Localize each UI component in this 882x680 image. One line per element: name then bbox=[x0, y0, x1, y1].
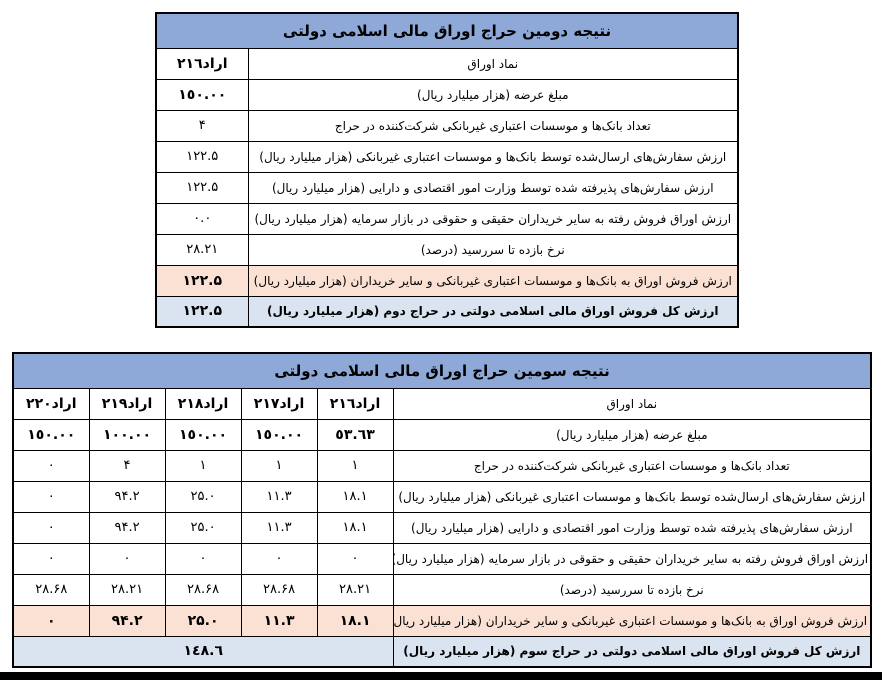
row-label: مبلغ عرضه (هزار میلیارد ریال) bbox=[392, 418, 872, 451]
row-value: ١٥٠.٠٠ bbox=[164, 418, 242, 451]
row-value: ١١.٣ bbox=[240, 604, 318, 637]
row-label: ارزش اوراق فروش رفته به سایر خریداران حق… bbox=[392, 542, 872, 575]
row-label: نماد اوراق bbox=[247, 47, 739, 80]
row-value: ۱۲۲.۵ bbox=[155, 140, 249, 173]
row-value: ۱۲۲.۵ bbox=[155, 264, 249, 297]
second-auction-title: نتیجه دومین حراج اوراق مالی اسلامی دولتی bbox=[155, 12, 739, 49]
row-value: ۲۸.۶۸ bbox=[240, 573, 318, 606]
table-row: نماد اوراق اراد٢١٦ bbox=[155, 47, 739, 80]
row-value: ١٨.١ bbox=[316, 511, 394, 544]
table-row: ارزش فروش اوراق به بانک‌ها و موسسات اعتب… bbox=[155, 264, 739, 297]
row-value: ٠ bbox=[12, 449, 90, 482]
row-value: ٢٨.٢١ bbox=[316, 573, 394, 606]
table-row: ارزش سفارش‌های پذیرفته شده توسط وزارت ام… bbox=[155, 171, 739, 204]
table-row: ارزش کل فروش اوراق مالی اسلامی دولتی در … bbox=[12, 635, 872, 668]
row-value: ۲۵.۰ bbox=[164, 511, 242, 544]
table-row: ارزش سفارش‌های ارسال‌شده توسط بانک‌ها و … bbox=[12, 480, 872, 513]
table-row: ارزش کل فروش اوراق مالی اسلامی دولتی در … bbox=[155, 295, 739, 328]
third-auction-title: نتیجه سومین حراج اوراق مالی اسلامی دولتی bbox=[12, 352, 872, 389]
row-value: ١١.٣ bbox=[240, 480, 318, 513]
table-title-row: نتیجه دومین حراج اوراق مالی اسلامی دولتی bbox=[155, 12, 739, 49]
row-value: ۴ bbox=[88, 449, 166, 482]
second-auction-table-container: نتیجه دومین حراج اوراق مالی اسلامی دولتی… bbox=[155, 12, 740, 328]
row-value: ۴ bbox=[155, 109, 249, 142]
row-value: ١٨.١ bbox=[316, 604, 394, 637]
row-value: ٠ bbox=[12, 542, 90, 575]
third-auction-table-body: نماد اوراق اراد٢١٦ اراد٢١٧ اراد٢١٨ اراد٢١٩ ار… bbox=[12, 387, 872, 668]
table-row: نرخ بازده تا سررسید (درصد) ٢٨.٢١ ۲۸.۶۸ ۲۸.۶… bbox=[12, 573, 872, 606]
row-value: ٠ bbox=[12, 480, 90, 513]
row-value: ١٨.١ bbox=[316, 480, 394, 513]
row-label: نرخ بازده تا سررسید (درصد) bbox=[392, 573, 872, 606]
row-label: مبلغ عرضه (هزار میلیارد ریال) bbox=[247, 78, 739, 111]
row-label: ارزش سفارش‌های ارسال‌شده توسط بانک‌ها و … bbox=[247, 140, 739, 173]
row-value: ۱۲۲.۵ bbox=[155, 171, 249, 204]
second-auction-table: نتیجه دومین حراج اوراق مالی اسلامی دولتی… bbox=[155, 12, 740, 328]
row-value: ١ bbox=[316, 449, 394, 482]
row-value: ٠ bbox=[12, 511, 90, 544]
symbol-cell: اراد٢١٧ bbox=[240, 387, 318, 420]
row-label: ارزش کل فروش اوراق مالی اسلامی دولتی در … bbox=[247, 295, 739, 328]
row-value: ١١.٣ bbox=[240, 511, 318, 544]
row-value: ٢٨.٢١ bbox=[88, 573, 166, 606]
symbol-cell: اراد٢١٦ bbox=[316, 387, 394, 420]
symbol-cell: اراد٢١٩ bbox=[88, 387, 166, 420]
row-value: ۹۴.۲ bbox=[88, 511, 166, 544]
row-label: ارزش سفارش‌های پذیرفته شده توسط وزارت ام… bbox=[247, 171, 739, 204]
table-row: تعداد بانک‌ها و موسسات اعتباری غیربانکی … bbox=[155, 109, 739, 142]
bottom-rule bbox=[0, 672, 882, 680]
row-value: ۹۴.۲ bbox=[88, 604, 166, 637]
symbol-cell: اراد٢١٨ bbox=[164, 387, 242, 420]
row-value: ۹۴.۲ bbox=[88, 480, 166, 513]
row-value: ٠ bbox=[88, 542, 166, 575]
row-label: نرخ بازده تا سررسید (درصد) bbox=[247, 233, 739, 266]
row-label: ارزش فروش اوراق به بانک‌ها و موسسات اعتب… bbox=[247, 264, 739, 297]
third-auction-table: نتیجه سومین حراج اوراق مالی اسلامی دولتی… bbox=[12, 352, 873, 668]
table-row: ارزش اوراق فروش رفته به سایر خریداران حق… bbox=[155, 202, 739, 235]
row-value: ١٥٠.٠٠ bbox=[240, 418, 318, 451]
table-title-row: نتیجه سومین حراج اوراق مالی اسلامی دولتی bbox=[12, 352, 872, 389]
row-label: ارزش سفارش‌های ارسال‌شده توسط بانک‌ها و … bbox=[392, 480, 872, 513]
row-value: ١٠٠.٠٠ bbox=[88, 418, 166, 451]
row-value: ٠ bbox=[12, 604, 90, 637]
row-value: ٢٨.٢١ bbox=[155, 233, 249, 266]
row-label: تعداد بانک‌ها و موسسات اعتباری غیربانکی … bbox=[247, 109, 739, 142]
row-label: ارزش سفارش‌های پذیرفته شده توسط وزارت ام… bbox=[392, 511, 872, 544]
row-value: ١ bbox=[164, 449, 242, 482]
row-value: ٠ bbox=[316, 542, 394, 575]
symbol-cell: اراد٢٢٠ bbox=[12, 387, 90, 420]
row-value: ٠.٠ bbox=[155, 202, 249, 235]
row-label: ارزش اوراق فروش رفته به سایر خریداران حق… bbox=[247, 202, 739, 235]
row-value: ۲۸.۶۸ bbox=[164, 573, 242, 606]
row-value: ٠ bbox=[240, 542, 318, 575]
row-value: ١ bbox=[240, 449, 318, 482]
row-value: ٥٣.٦٣ bbox=[316, 418, 394, 451]
row-value: ٠ bbox=[164, 542, 242, 575]
row-value: ۱۲۲.۵ bbox=[155, 295, 249, 328]
table-row: تعداد بانک‌ها و موسسات اعتباری غیربانکی … bbox=[12, 449, 872, 482]
table-row: نماد اوراق اراد٢١٦ اراد٢١٧ اراد٢١٨ اراد٢١٩ ار… bbox=[12, 387, 872, 420]
row-value: ۲۵.۰ bbox=[164, 604, 242, 637]
table-row: مبلغ عرضه (هزار میلیارد ریال) ١٥٠.٠٠ bbox=[155, 78, 739, 111]
row-value: اراد٢١٦ bbox=[155, 47, 249, 80]
row-label: تعداد بانک‌ها و موسسات اعتباری غیربانکی … bbox=[392, 449, 872, 482]
table-row: ارزش سفارش‌های پذیرفته شده توسط وزارت ام… bbox=[12, 511, 872, 544]
table-row: مبلغ عرضه (هزار میلیارد ریال) ٥٣.٦٣ ١٥٠.٠٠… bbox=[12, 418, 872, 451]
row-value: ١٥٠.٠٠ bbox=[155, 78, 249, 111]
third-auction-table-container: نتیجه سومین حراج اوراق مالی اسلامی دولتی… bbox=[12, 352, 873, 668]
table-row: نرخ بازده تا سررسید (درصد) ٢٨.٢١ bbox=[155, 233, 739, 266]
table-row: ارزش سفارش‌های ارسال‌شده توسط بانک‌ها و … bbox=[155, 140, 739, 173]
row-label: ارزش فروش اوراق به بانک‌ها و موسسات اعتب… bbox=[392, 604, 872, 637]
row-value: ١٥٠.٠٠ bbox=[12, 418, 90, 451]
row-value: ۲۵.۰ bbox=[164, 480, 242, 513]
row-value: ۲۸.۶۸ bbox=[12, 573, 90, 606]
row-total-value: ١٤٨.٦ bbox=[12, 635, 394, 668]
table-row: ارزش اوراق فروش رفته به سایر خریداران حق… bbox=[12, 542, 872, 575]
table-row: ارزش فروش اوراق به بانک‌ها و موسسات اعتب… bbox=[12, 604, 872, 637]
row-label: ارزش کل فروش اوراق مالی اسلامی دولتی در … bbox=[392, 635, 872, 668]
row-label: نماد اوراق bbox=[392, 387, 872, 420]
second-auction-table-body: نماد اوراق اراد٢١٦ مبلغ عرضه (هزار میلیارد… bbox=[155, 47, 739, 328]
